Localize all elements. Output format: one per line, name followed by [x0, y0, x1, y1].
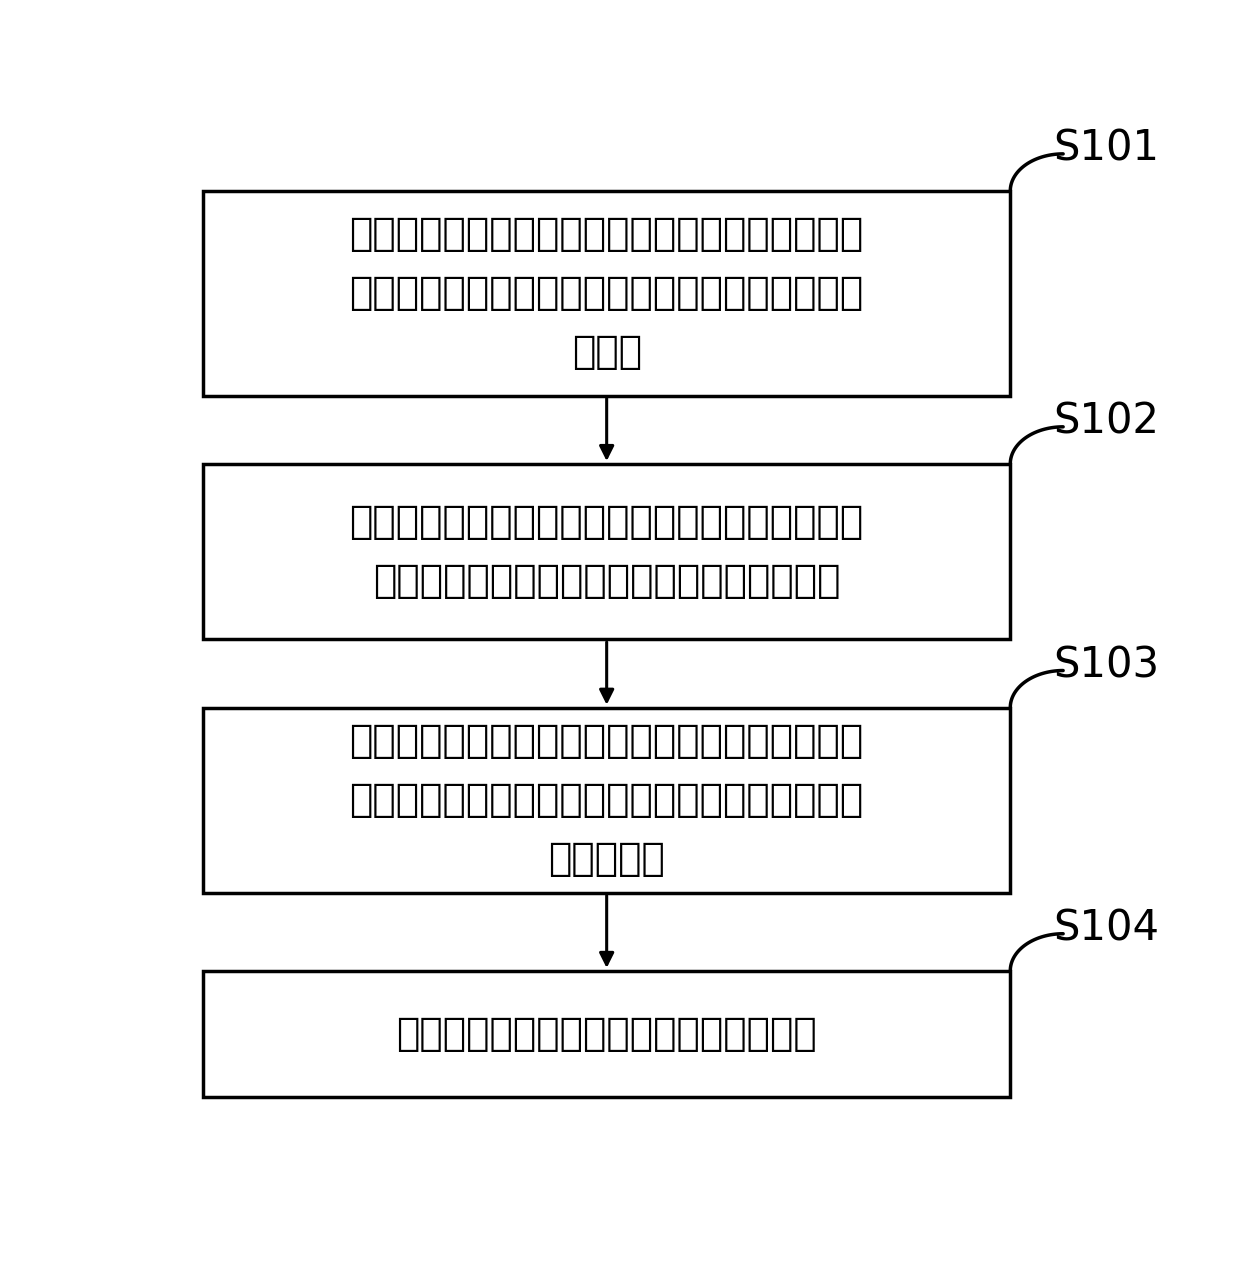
FancyBboxPatch shape	[203, 971, 1011, 1098]
Text: S104: S104	[1054, 908, 1159, 950]
Text: 根据当前安全停车距离、自动驾驶车辆的刹车参数
以及当前位置对应的弯道曲率，确定自动驾驶车辆
的速度阈值: 根据当前安全停车距离、自动驾驶车辆的刹车参数 以及当前位置对应的弯道曲率，确定自…	[350, 722, 864, 879]
FancyBboxPatch shape	[203, 708, 1011, 893]
Text: 基于自动驾驶车辆在弯道中的当前位置，确定位于
自动驾驶车辆的当前行驶方向上的感知区域内的弯
道边界: 基于自动驾驶车辆在弯道中的当前位置，确定位于 自动驾驶车辆的当前行驶方向上的感知…	[350, 215, 864, 371]
Text: 利用自动驾驶车辆的当前行驶参数和弯道边界，确
定自动驾驶车辆在弯道中的当前安全停车距离: 利用自动驾驶车辆的当前行驶参数和弯道边界，确 定自动驾驶车辆在弯道中的当前安全停…	[350, 503, 864, 600]
Text: 控制自动驾驶车辆的速度不超过速度阈值: 控制自动驾驶车辆的速度不超过速度阈值	[397, 1015, 817, 1053]
Text: S101: S101	[1054, 128, 1159, 170]
FancyBboxPatch shape	[203, 191, 1011, 395]
Text: S102: S102	[1054, 401, 1159, 443]
Text: S103: S103	[1053, 644, 1159, 686]
FancyBboxPatch shape	[203, 463, 1011, 639]
